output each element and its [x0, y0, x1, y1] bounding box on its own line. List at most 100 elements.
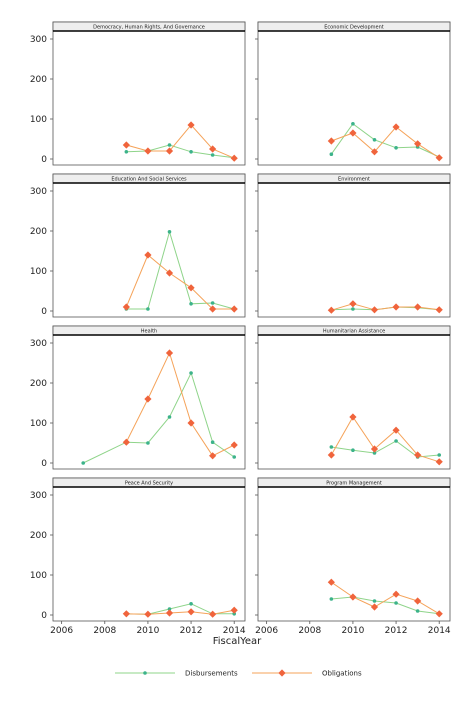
data-point-disbursements	[146, 441, 150, 445]
series-line-obligations	[126, 609, 235, 615]
data-point-disbursements	[167, 143, 172, 147]
chart-panels: Democracy, Human Rights, And Governance 0…	[30, 21, 451, 636]
y-tick-label: 300	[30, 491, 47, 501]
series-line-obligations	[330, 416, 440, 463]
data-point-disbursements	[329, 597, 334, 601]
data-point-obligations	[209, 305, 217, 313]
y-tick-label: 100	[30, 267, 47, 277]
data-point-disbursements	[351, 307, 355, 311]
data-point-disbursements	[372, 451, 377, 455]
data-point-disbursements	[415, 609, 420, 613]
panel-frame	[257, 173, 451, 318]
data-point-obligations	[122, 141, 130, 149]
data-point-disbursements	[329, 445, 334, 449]
data-point-disbursements	[189, 602, 193, 606]
data-point-obligations	[435, 458, 443, 466]
data-point-obligations	[230, 154, 238, 162]
series-line-obligations	[331, 581, 440, 615]
series-line-obligations	[331, 126, 440, 159]
data-point-obligations	[392, 426, 400, 434]
x-tick-label: 2008	[298, 626, 321, 636]
y-tick-label: 100	[30, 115, 47, 125]
x-tick-label: 2006	[50, 626, 73, 636]
panel-8: Program Management 2006 2008 2010 2012 2014	[255, 477, 451, 636]
y-tick-label: 300	[30, 35, 47, 45]
series-line-obligations	[126, 124, 235, 159]
series-line-disbursements	[331, 440, 440, 458]
data-point-obligations	[122, 438, 130, 446]
data-point-obligations	[370, 603, 379, 611]
data-point-obligations	[414, 597, 422, 605]
data-point-disbursements	[81, 461, 86, 465]
data-point-obligations	[349, 300, 357, 308]
data-point-obligations	[187, 608, 195, 616]
panel-title: Program Management	[326, 481, 382, 487]
x-tick-label: 2006	[255, 626, 278, 636]
data-point-disbursements	[210, 153, 215, 157]
data-point-disbursements	[167, 230, 172, 234]
data-point-obligations	[165, 269, 174, 277]
y-tick-label: 0	[41, 459, 47, 469]
data-point-obligations	[187, 284, 195, 292]
data-point-obligations	[144, 610, 152, 618]
panel-frame	[52, 21, 246, 166]
data-point-disbursements	[394, 601, 398, 605]
data-point-obligations	[209, 452, 217, 460]
data-point-obligations	[414, 140, 422, 148]
data-point-obligations	[370, 148, 379, 156]
data-point-obligations	[414, 303, 422, 311]
panel-frame	[257, 21, 451, 166]
series-line-disbursements	[330, 123, 440, 158]
data-point-obligations	[187, 121, 195, 129]
legend-item-obligations: Obligations	[252, 669, 362, 678]
y-tick-label: 200	[30, 531, 47, 541]
data-point-obligations	[435, 610, 443, 618]
data-point-disbursements	[167, 607, 172, 611]
data-point-obligations	[392, 303, 400, 311]
legend-label: Disbursements	[185, 670, 238, 678]
data-point-obligations	[349, 593, 357, 601]
y-tick-label: 200	[30, 227, 47, 237]
data-point-obligations	[392, 590, 400, 598]
x-axis-label: FiscalYear	[213, 636, 262, 647]
legend-label: Obligations	[322, 670, 362, 678]
x-tick-label: 2008	[93, 626, 116, 636]
data-point-obligations	[327, 578, 335, 586]
panel-2: Economic Development	[255, 21, 451, 166]
y-tick-label: 200	[30, 379, 47, 389]
data-point-obligations	[327, 137, 335, 145]
panel-title: Economic Development	[324, 25, 383, 31]
legend-marker	[143, 671, 147, 675]
panel-title: Health	[141, 329, 157, 335]
y-tick-label: 100	[30, 419, 47, 429]
data-point-obligations	[327, 451, 335, 459]
data-point-obligations	[122, 303, 130, 311]
data-point-obligations	[230, 606, 238, 614]
data-point-obligations	[349, 129, 357, 137]
panel-title: Peace And Security	[125, 481, 173, 487]
y-tick-label: 100	[30, 571, 47, 581]
data-point-obligations	[327, 306, 335, 314]
data-point-disbursements	[210, 301, 215, 305]
data-point-obligations	[230, 441, 238, 449]
data-point-obligations	[392, 123, 400, 131]
x-tick-label: 2012	[385, 626, 408, 636]
data-point-disbursements	[329, 152, 334, 156]
data-point-obligations	[187, 419, 195, 427]
x-tick-label: 2012	[180, 626, 203, 636]
data-point-obligations	[435, 306, 443, 314]
x-tick-label: 2014	[223, 626, 246, 636]
panel-1: Democracy, Human Rights, And Governance 0…	[30, 21, 246, 166]
series-line-obligations	[331, 303, 440, 311]
series-line-disbursements	[126, 144, 235, 159]
data-point-disbursements	[372, 599, 377, 603]
panel-title: Education And Social Services	[111, 177, 187, 183]
y-tick-label: 0	[41, 307, 47, 317]
panel-frame	[52, 173, 246, 318]
data-point-obligations	[349, 413, 357, 421]
panel-frame	[257, 477, 451, 622]
data-point-obligations	[370, 445, 379, 453]
panel-frame	[257, 325, 451, 470]
series-line-disbursements	[126, 230, 235, 310]
data-point-obligations	[435, 154, 443, 162]
